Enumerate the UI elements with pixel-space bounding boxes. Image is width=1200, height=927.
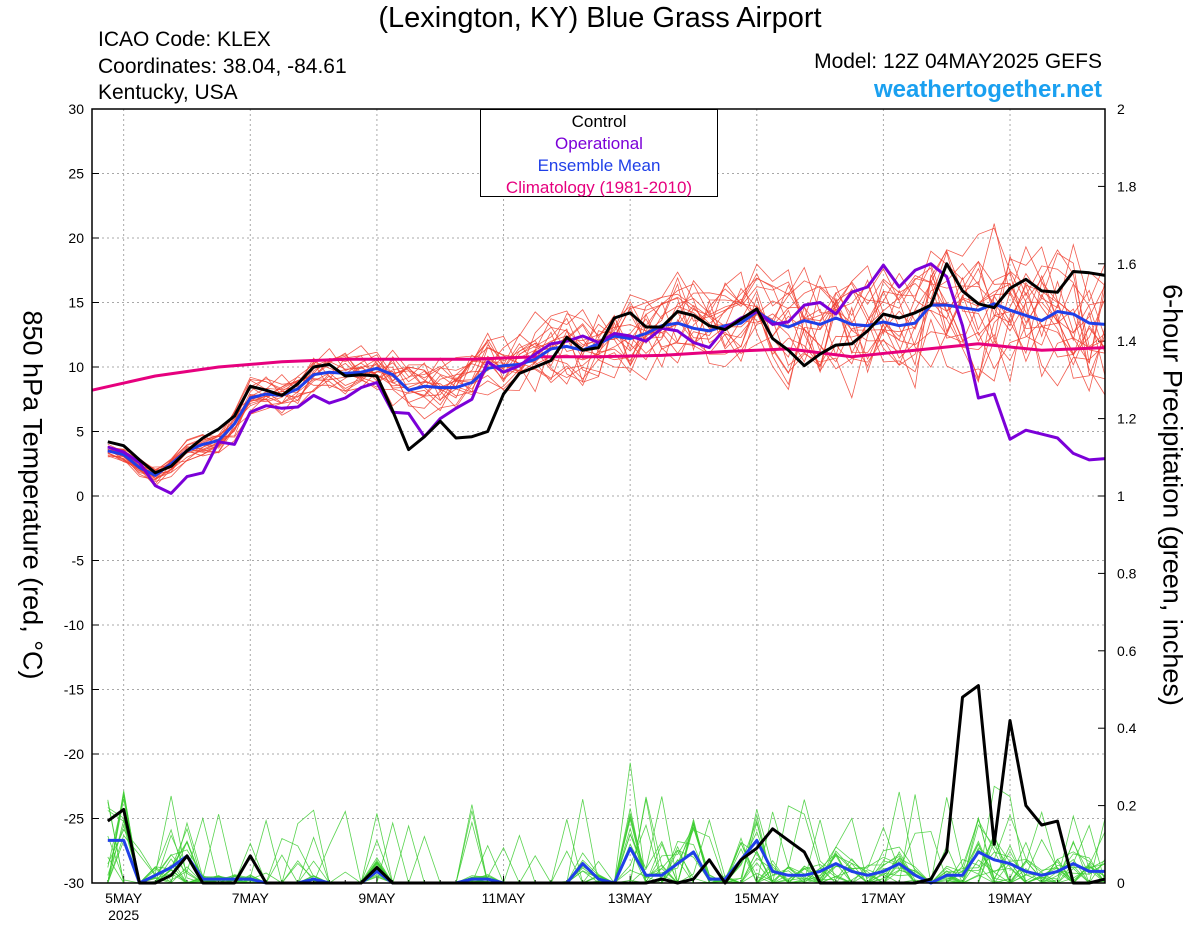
temperature-member-line bbox=[107, 250, 1106, 475]
temperature-member-line bbox=[107, 263, 1106, 482]
y-tick-label-right: 0.6 bbox=[1117, 643, 1137, 659]
precip-member-line bbox=[107, 805, 1106, 885]
y-axis-label-left: 850 hPa Temperature (red, °C) bbox=[17, 310, 48, 680]
y-tick-label-left: 5 bbox=[76, 424, 84, 440]
x-tick-label: 7MAY bbox=[232, 890, 270, 906]
temperature-member-line bbox=[107, 249, 1106, 472]
y-tick-label-left: 0 bbox=[76, 488, 84, 504]
y-tick-label-left: -20 bbox=[64, 746, 84, 762]
x-tick-label: 13MAY bbox=[608, 890, 654, 906]
y-tick-label-right: 1.8 bbox=[1117, 178, 1137, 194]
y-tick-label-left: -5 bbox=[72, 553, 85, 569]
y-tick-label-left: 15 bbox=[68, 295, 84, 311]
y-tick-label-right: 1 bbox=[1117, 488, 1125, 504]
main-series bbox=[91, 262, 1106, 885]
y-tick-label-left: 25 bbox=[68, 166, 84, 182]
ensemble-mean-temperature-line bbox=[107, 302, 1106, 477]
legend-item-climatology: Climatology (1981-2010) bbox=[505, 178, 693, 197]
model-run: Model: 12Z 04MAY2025 GEFS bbox=[814, 50, 1102, 73]
y-tick-label-left: -30 bbox=[64, 875, 84, 891]
control-temperature-line bbox=[107, 262, 1106, 475]
y-axis-label-right: 6-hour Precipitation (green, inches) bbox=[1157, 284, 1188, 706]
climatology-1981-2010-temperature-line bbox=[91, 342, 1106, 392]
site-link[interactable]: weathertogether.net bbox=[873, 76, 1102, 103]
chart-legend: Control Operational Ensemble Mean Climat… bbox=[480, 109, 718, 197]
legend-item-ensemble-mean: Ensemble Mean bbox=[537, 156, 661, 175]
icao-code: ICAO Code: KLEX bbox=[98, 28, 271, 51]
legend-item-control: Control bbox=[571, 112, 627, 131]
y-tick-label-left: 30 bbox=[68, 101, 84, 117]
y-tick-label-right: 0.2 bbox=[1117, 798, 1137, 814]
ensemble-members bbox=[107, 223, 1106, 885]
y-tick-label-right: 1.2 bbox=[1117, 411, 1137, 427]
y-tick-label-left: -15 bbox=[64, 682, 84, 698]
grid-lines bbox=[91, 108, 1106, 884]
y-tick-label-right: 1.4 bbox=[1117, 333, 1137, 349]
page-title: (Lexington, KY) Blue Grass Airport bbox=[378, 2, 822, 34]
y-tick-label-right: 0.8 bbox=[1117, 565, 1137, 581]
x-tick-label: 19MAY bbox=[988, 890, 1034, 906]
y-tick-label-right: 1.6 bbox=[1117, 256, 1137, 272]
legend-item-operational: Operational bbox=[555, 134, 643, 153]
x-tick-label: 9MAY bbox=[358, 890, 396, 906]
y-tick-label-left: -25 bbox=[64, 811, 84, 827]
control-precip-line bbox=[106, 684, 1106, 885]
y-tick-label-right: 0.4 bbox=[1117, 720, 1137, 736]
x-tick-label: 5MAY bbox=[105, 890, 143, 906]
x-tick-label: 11MAY bbox=[482, 890, 526, 906]
coordinates: Coordinates: 38.04, -84.61 bbox=[98, 55, 347, 78]
x-tick-label: 15MAY bbox=[734, 890, 780, 906]
x-tick-label: 17MAY bbox=[861, 890, 907, 906]
y-tick-label-left: -10 bbox=[64, 617, 84, 633]
temperature-member-line bbox=[107, 260, 1106, 478]
y-tick-label-right: 2 bbox=[1117, 101, 1125, 117]
region: Kentucky, USA bbox=[98, 81, 238, 104]
y-tick-label-left: 10 bbox=[68, 359, 84, 375]
axes-text: 302520151050-5-10-15-20-25-3021.81.61.41… bbox=[64, 101, 1137, 923]
y-tick-label-right: 0 bbox=[1117, 875, 1125, 891]
temperature-member-line bbox=[107, 227, 1106, 470]
temperature-member-line bbox=[107, 246, 1106, 475]
y-tick-label-left: 20 bbox=[68, 230, 84, 246]
x-tick-sublabel: 2025 bbox=[108, 907, 139, 923]
operational-temperature-line bbox=[107, 262, 1106, 495]
temperature-member-line bbox=[107, 280, 1106, 473]
